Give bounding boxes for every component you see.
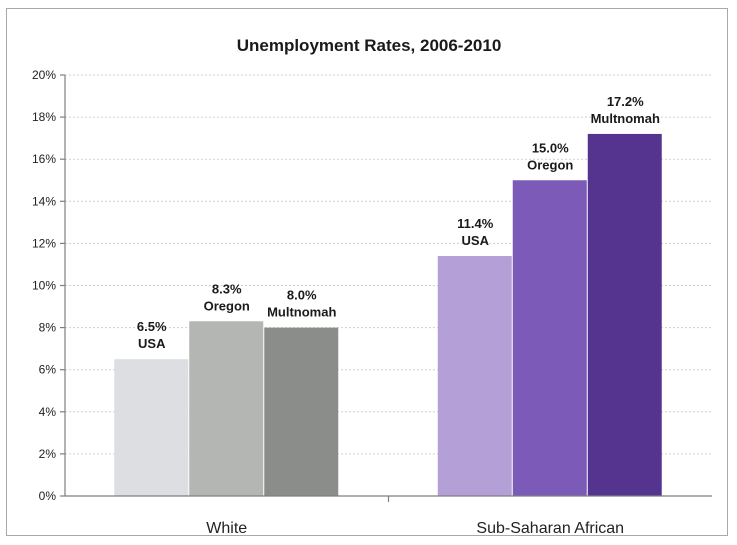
data-label-sub: Multnomah: [591, 111, 660, 126]
data-label-sub: USA: [138, 336, 166, 351]
data-label: 15.0%: [532, 140, 569, 155]
y-tick-label: 16%: [32, 152, 56, 166]
y-tick-label: 10%: [32, 279, 56, 293]
bar: [189, 321, 264, 496]
chart-title: Unemployment Rates, 2006-2010: [237, 36, 502, 55]
bar: [512, 180, 587, 496]
axes: 0% 2% 4% 6% 8% 10% 12% 14% 16% 18% 20% White Sub-Sah…: [32, 68, 712, 535]
y-tick-label: 8%: [39, 321, 57, 335]
data-label: 11.4%: [457, 216, 494, 231]
bars: [114, 133, 662, 496]
x-category-label: White: [206, 520, 247, 535]
y-tick-label: 6%: [39, 363, 57, 377]
data-label: 8.0%: [287, 288, 317, 303]
y-tick-label: 4%: [39, 405, 57, 419]
y-tick-label: 0%: [39, 489, 57, 503]
y-tick-label: 20%: [32, 68, 56, 82]
data-labels: 6.5% USA 8.3% Oregon 8.0% Multnomah 11.4% USA 15…: [137, 94, 660, 351]
bar: [587, 133, 662, 496]
chart-frame: Unemployment Rates, 2006-2010 0% 2% 4% 6% 8%…: [6, 8, 728, 536]
data-label-sub: Multnomah: [267, 305, 336, 320]
data-label: 6.5%: [137, 319, 167, 334]
data-label-sub: Oregon: [204, 298, 250, 313]
data-label: 8.3%: [212, 281, 242, 296]
bar: [114, 359, 189, 496]
y-tick-label: 18%: [32, 110, 56, 124]
bar: [264, 327, 339, 496]
y-tick-label: 14%: [32, 194, 56, 208]
data-label-sub: USA: [462, 233, 490, 248]
data-label-sub: Oregon: [527, 157, 573, 172]
y-tick-label: 2%: [39, 447, 57, 461]
data-label: 17.2%: [607, 94, 644, 109]
bar: [437, 256, 512, 496]
y-tick-label: 12%: [32, 236, 56, 250]
bar-chart: Unemployment Rates, 2006-2010 0% 2% 4% 6% 8%…: [32, 36, 712, 535]
x-category-label: Sub-Saharan African: [476, 520, 624, 535]
